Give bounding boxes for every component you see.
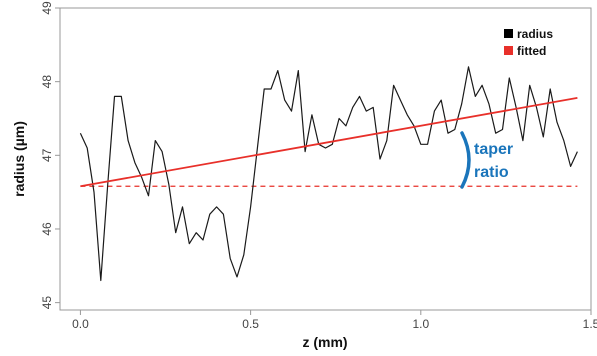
legend-swatch-fitted xyxy=(504,46,513,55)
annotation: taper ratio xyxy=(460,131,513,189)
axes: 0.0 0.5 1.0 1.5 45 46 47 48 49 xyxy=(40,1,597,331)
plot-background xyxy=(60,8,591,310)
y-tick-label: 48 xyxy=(40,75,54,89)
x-tick-label: 0.5 xyxy=(242,317,259,331)
legend-swatch-radius xyxy=(504,29,513,38)
legend-label-radius: radius xyxy=(517,27,553,41)
series-line-fitted xyxy=(80,97,578,188)
legend: radius fitted xyxy=(504,27,553,58)
annotation-brace xyxy=(460,131,471,189)
y-axis-label: radius (µm) xyxy=(11,121,27,197)
x-tick-label: 1.0 xyxy=(412,317,429,331)
series-layer xyxy=(79,66,578,282)
x-axis-label: z (mm) xyxy=(302,334,347,350)
x-tick-label: 1.5 xyxy=(583,317,597,331)
legend-label-fitted: fitted xyxy=(517,44,546,58)
x-tick-label: 0.0 xyxy=(72,317,89,331)
annotation-line-1: taper xyxy=(474,141,513,158)
y-tick-label: 46 xyxy=(40,222,54,236)
annotation-line-2: ratio xyxy=(474,164,509,181)
plot-frame xyxy=(59,7,592,311)
y-tick-label: 49 xyxy=(40,1,54,15)
series-line-radius xyxy=(79,66,578,282)
y-tick-label: 47 xyxy=(40,148,54,162)
y-tick-label: 45 xyxy=(40,296,54,310)
